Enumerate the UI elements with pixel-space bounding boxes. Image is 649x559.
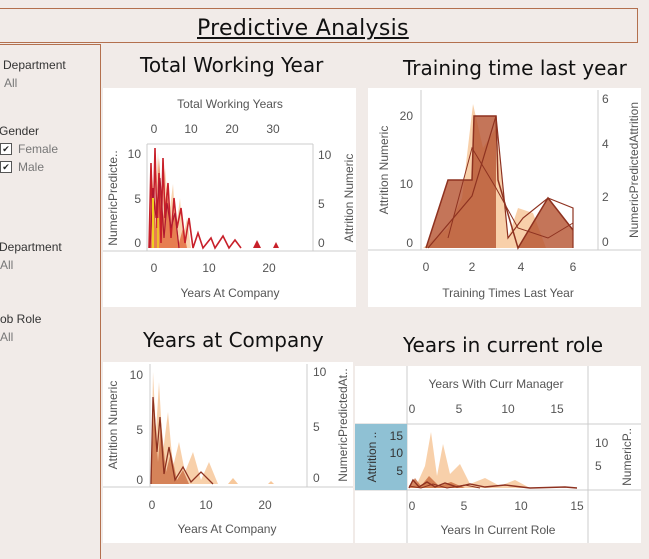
left-tick: 15 bbox=[390, 429, 404, 443]
left-tick: 20 bbox=[400, 109, 414, 123]
bottom-tick: 10 bbox=[199, 498, 213, 512]
chart-marks bbox=[423, 104, 574, 250]
male-checkbox[interactable]: ✔ bbox=[0, 161, 12, 173]
left-axis-label: Attrition .. bbox=[365, 432, 379, 483]
right-tick: 5 bbox=[318, 197, 325, 211]
bottom-tick: 0 bbox=[151, 261, 158, 275]
left-axis-label: NumericPredicte.. bbox=[106, 150, 120, 245]
right-tick: 2 bbox=[602, 190, 609, 204]
right-tick: 4 bbox=[602, 137, 609, 151]
total-working-year-title: Total Working Year bbox=[140, 53, 324, 77]
right-axis-label: NumericPredictedAttrition bbox=[627, 102, 641, 238]
top-tick: 20 bbox=[225, 122, 239, 136]
filter-sidebar bbox=[0, 44, 101, 559]
left-tick: 10 bbox=[130, 368, 144, 382]
left-axis-label: Attrition Numeric bbox=[106, 381, 120, 470]
bottom-tick: 0 bbox=[409, 499, 416, 513]
x-axis-label: Training Times Last Year bbox=[442, 286, 574, 300]
top-tick: 0 bbox=[151, 122, 158, 136]
left-tick: 0 bbox=[134, 236, 141, 250]
left-tick: 5 bbox=[136, 423, 143, 437]
chart-marks bbox=[148, 147, 279, 250]
right-axis-label: NumericP.. bbox=[620, 428, 634, 486]
department-filter-value[interactable]: All bbox=[4, 76, 18, 90]
left-tick: 5 bbox=[396, 464, 403, 478]
training-time-title: Training time last year bbox=[403, 56, 627, 80]
total-working-year-chart[interactable]: Total Working Years 0 10 20 30 NumericPr… bbox=[103, 88, 356, 307]
left-tick: 5 bbox=[134, 192, 141, 206]
page-title: Predictive Analysis bbox=[197, 16, 409, 41]
bottom-tick: 4 bbox=[518, 260, 525, 274]
left-tick: 0 bbox=[406, 236, 413, 250]
years-at-company-panel: Attrition Numeric NumericPredictedAt.. 1… bbox=[103, 362, 353, 543]
x-axis-label: Years In Current Role bbox=[441, 523, 556, 537]
left-tick: 10 bbox=[400, 177, 414, 191]
years-at-company-chart[interactable]: Attrition Numeric NumericPredictedAt.. 1… bbox=[103, 362, 353, 543]
bottom-tick: 2 bbox=[469, 260, 476, 274]
bottom-tick: 10 bbox=[514, 499, 528, 513]
left-tick: 0 bbox=[136, 473, 143, 487]
years-at-company-title: Years at Company bbox=[143, 328, 324, 352]
top-tick: 0 bbox=[409, 402, 416, 416]
department-filter-2-value[interactable]: All bbox=[0, 258, 14, 272]
highlight-header[interactable] bbox=[355, 424, 407, 490]
bottom-tick: 0 bbox=[423, 260, 430, 274]
bottom-tick: 20 bbox=[262, 261, 276, 275]
female-checkbox[interactable]: ✔ bbox=[0, 143, 12, 155]
total-working-year-panel: Total Working Years 0 10 20 30 NumericPr… bbox=[103, 88, 356, 307]
left-axis-label: Attrition Numeric bbox=[377, 126, 391, 215]
job-role-filter-value[interactable]: All bbox=[0, 330, 14, 344]
department-filter-2-label: Department bbox=[0, 240, 62, 254]
gender-filter-label: Gender bbox=[0, 124, 40, 138]
top-tick: 15 bbox=[550, 402, 564, 416]
left-tick: 10 bbox=[390, 446, 404, 460]
top-tick: 30 bbox=[266, 122, 280, 136]
bottom-tick: 6 bbox=[570, 260, 577, 274]
top-tick: 5 bbox=[456, 402, 463, 416]
title-frame bbox=[0, 8, 638, 43]
years-current-role-title: Years in current role bbox=[403, 333, 604, 357]
bottom-tick: 15 bbox=[570, 499, 584, 513]
top-axis-title: Total Working Years bbox=[177, 97, 283, 111]
years-current-role-chart[interactable]: Years With Curr Manager 0 5 10 15 Attrit… bbox=[355, 366, 641, 543]
female-option-label[interactable]: Female bbox=[18, 142, 59, 156]
bottom-tick: 20 bbox=[258, 498, 272, 512]
chart-marks bbox=[150, 372, 274, 485]
right-tick: 0 bbox=[313, 471, 320, 485]
years-current-role-panel: Years With Curr Manager 0 5 10 15 Attrit… bbox=[355, 366, 641, 543]
bottom-tick: 10 bbox=[202, 261, 216, 275]
top-axis-title: Years With Curr Manager bbox=[429, 377, 564, 391]
x-axis-label: Years At Company bbox=[181, 286, 280, 300]
right-tick: 6 bbox=[602, 92, 609, 106]
right-tick: 10 bbox=[318, 148, 332, 162]
job-role-filter-label: ob Role bbox=[0, 312, 42, 326]
male-option-label[interactable]: Male bbox=[18, 160, 45, 174]
training-time-chart[interactable]: Attrition Numeric NumericPredictedAttrit… bbox=[368, 88, 641, 307]
left-tick: 10 bbox=[128, 147, 142, 161]
x-axis-label: Years At Company bbox=[178, 522, 277, 536]
right-axis-label: NumericPredictedAt.. bbox=[336, 368, 350, 481]
right-axis-label: Attrition Numeric bbox=[342, 154, 356, 243]
right-tick: 10 bbox=[313, 365, 327, 379]
right-tick: 0 bbox=[602, 235, 609, 249]
right-tick: 5 bbox=[595, 459, 602, 473]
top-tick: 10 bbox=[501, 402, 515, 416]
department-filter-label: Department bbox=[3, 58, 66, 72]
top-tick: 10 bbox=[184, 122, 198, 136]
right-tick: 10 bbox=[595, 436, 609, 450]
bottom-tick: 5 bbox=[461, 499, 468, 513]
chart-marks bbox=[408, 432, 578, 489]
training-time-panel: Attrition Numeric NumericPredictedAttrit… bbox=[368, 88, 641, 307]
right-tick: 0 bbox=[318, 236, 325, 250]
right-tick: 5 bbox=[313, 420, 320, 434]
bottom-tick: 0 bbox=[149, 498, 156, 512]
